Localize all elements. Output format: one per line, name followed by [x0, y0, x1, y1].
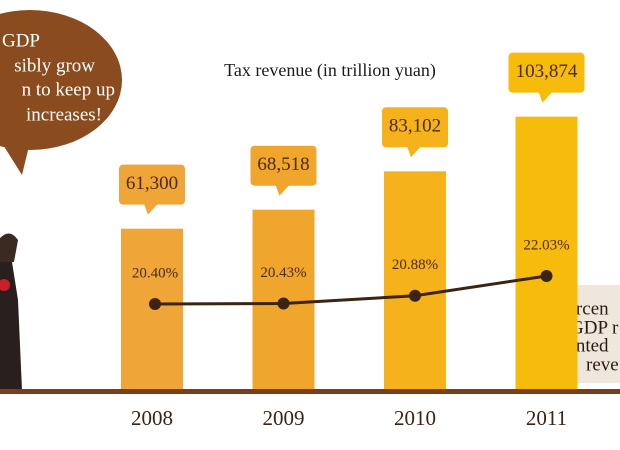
value-callout-pointer: [538, 91, 553, 103]
chart-title: Tax revenue (in trillion yuan): [224, 60, 436, 81]
bubble-tail: [0, 140, 30, 175]
character-tie: [0, 279, 10, 291]
value-label: 61,300: [126, 173, 178, 194]
value-label: 68,518: [257, 154, 309, 175]
value-callout: [508, 52, 585, 93]
value-callout-pointer: [144, 203, 158, 215]
bubble-text-line: increases!: [26, 104, 102, 125]
rate-label: 20.40%: [132, 265, 178, 281]
rate-marker: [540, 269, 553, 282]
rate-label: 20.88%: [392, 257, 438, 273]
value-label: 103,874: [516, 61, 578, 82]
rate-marker: [277, 297, 290, 310]
value-callout-pointer: [275, 184, 290, 196]
bar: [515, 116, 578, 390]
value-label: 83,102: [389, 116, 441, 137]
x-tick-label: 2009: [263, 406, 305, 430]
value-callout-pointer: [407, 146, 421, 158]
value-callout: [382, 107, 448, 148]
bubble-text-line: GDP: [2, 30, 40, 51]
rate-label: 22.03%: [523, 237, 569, 253]
bubble-shape: [0, 10, 122, 150]
note-text-line: GDP r: [570, 317, 619, 338]
x-tick-label: 2011: [526, 406, 567, 430]
baseline: [0, 389, 620, 394]
speech-bubble: GDP sibly grow n to keep up increases!: [0, 10, 122, 175]
x-tick-label: 2008: [131, 406, 173, 430]
bubble-text-line: sibly grow: [14, 55, 95, 76]
character-body: [0, 262, 22, 390]
rate-marker: [409, 289, 421, 302]
rate-marker: [149, 298, 161, 311]
rate-line: [154, 274, 547, 306]
bubble-text-line: n to keep up: [22, 79, 115, 100]
bar: [384, 171, 446, 390]
value-callout: [119, 164, 185, 205]
character: [0, 233, 22, 390]
bar: [121, 228, 183, 390]
note-text-line: reve: [586, 354, 619, 375]
value-callout: [250, 145, 317, 186]
character-head: [0, 233, 18, 262]
x-tick-label: 2010: [394, 406, 436, 430]
rate-label: 20.43%: [260, 265, 306, 281]
